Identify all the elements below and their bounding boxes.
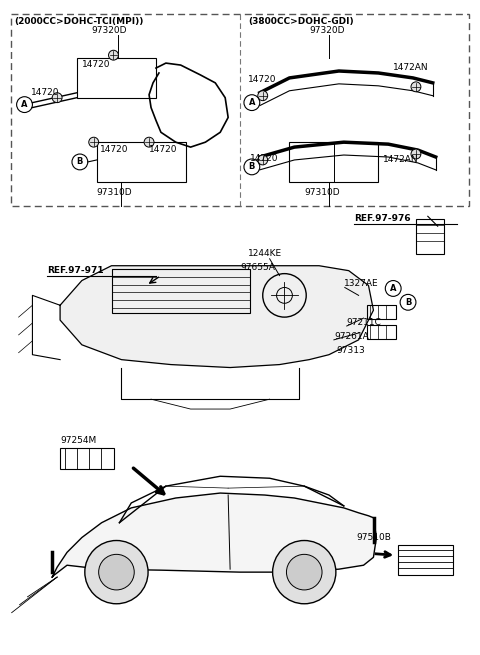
Circle shape (99, 554, 134, 590)
Text: 14720: 14720 (149, 145, 178, 154)
Text: 97320D: 97320D (92, 26, 127, 35)
Text: (3800CC>DOHC-GDI): (3800CC>DOHC-GDI) (248, 16, 354, 26)
Circle shape (258, 91, 268, 101)
Bar (77, 58, 156, 98)
Bar (111, 269, 250, 313)
Text: 97261A: 97261A (334, 332, 369, 341)
Bar (289, 142, 378, 181)
Text: (2000CC>DOHC-TCI(MPI)): (2000CC>DOHC-TCI(MPI)) (14, 16, 144, 26)
Polygon shape (52, 493, 376, 577)
Text: A: A (390, 284, 396, 293)
Text: 14720: 14720 (82, 60, 110, 69)
Text: 14720: 14720 (30, 88, 59, 97)
Text: 97320D: 97320D (309, 26, 345, 35)
Circle shape (411, 149, 421, 159)
Text: 14720: 14720 (250, 154, 278, 163)
Text: 97510B: 97510B (357, 533, 392, 542)
Circle shape (85, 540, 148, 604)
Text: 1472AN: 1472AN (393, 63, 429, 72)
Text: 1472AN: 1472AN (384, 155, 419, 164)
Circle shape (411, 82, 421, 92)
Bar (96, 142, 186, 181)
Circle shape (287, 554, 322, 590)
Text: 97313: 97313 (337, 346, 366, 355)
Circle shape (108, 50, 119, 60)
Text: REF.97-976: REF.97-976 (354, 214, 410, 223)
Bar (60, 447, 114, 470)
Text: 1327AE: 1327AE (344, 278, 378, 288)
Text: 1244KE: 1244KE (248, 249, 282, 258)
Text: 97655A: 97655A (240, 263, 275, 272)
Circle shape (52, 93, 62, 103)
Text: A: A (249, 98, 255, 107)
Bar (11, 14, 469, 206)
Bar (367, 305, 396, 319)
Text: B: B (405, 298, 411, 307)
Text: REF.97-971: REF.97-971 (47, 266, 104, 274)
Circle shape (89, 138, 99, 147)
Text: 97254M: 97254M (60, 436, 96, 445)
Bar (398, 546, 453, 575)
Text: B: B (249, 162, 255, 172)
Circle shape (273, 540, 336, 604)
Circle shape (144, 138, 154, 147)
Text: 14720: 14720 (100, 145, 128, 154)
Text: B: B (77, 157, 83, 166)
Text: 97310D: 97310D (304, 187, 340, 196)
Bar (367, 325, 396, 339)
Text: 14720: 14720 (248, 75, 276, 84)
Text: 97310D: 97310D (96, 187, 132, 196)
Polygon shape (60, 266, 373, 367)
Text: 97211C: 97211C (347, 318, 382, 327)
Text: A: A (21, 100, 28, 109)
Circle shape (258, 155, 268, 165)
Bar (416, 219, 444, 254)
